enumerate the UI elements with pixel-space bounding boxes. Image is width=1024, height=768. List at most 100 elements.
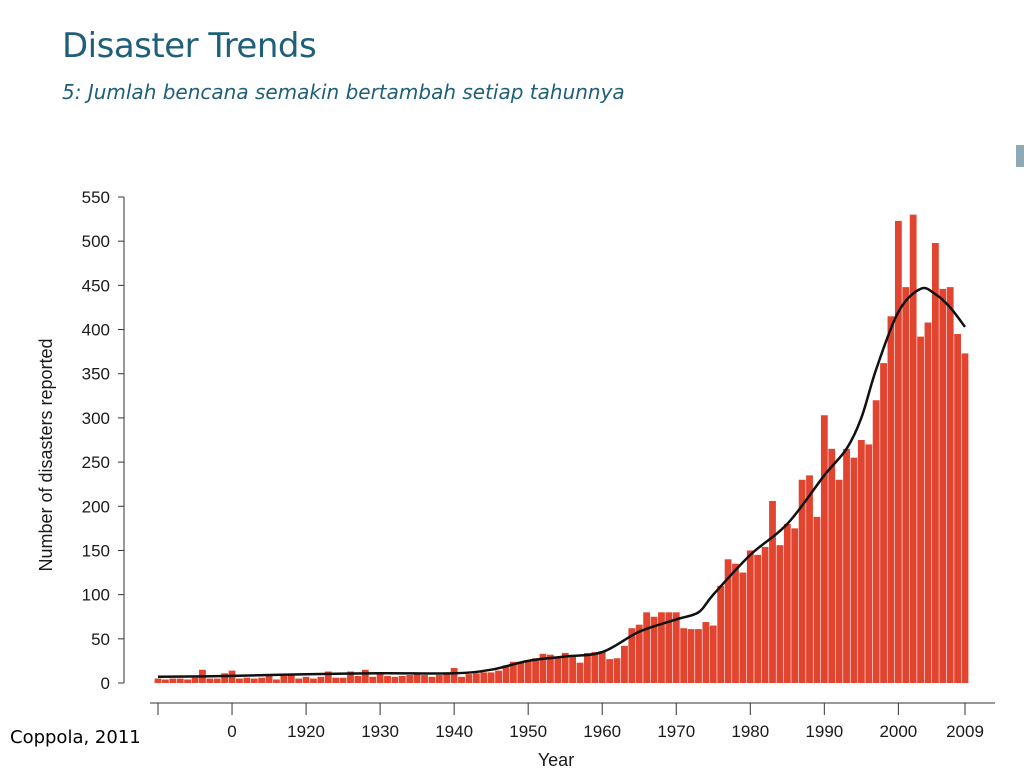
bar-1996 [865, 444, 873, 683]
x-tick-label: 2000 [879, 722, 917, 741]
bar-1958 [584, 652, 591, 683]
bar-1993 [843, 448, 850, 683]
bar-1953 [546, 654, 554, 683]
bar-1936 [421, 675, 428, 683]
bar-1937 [428, 676, 436, 683]
bar-1956 [569, 656, 577, 683]
bar-1973 [695, 629, 702, 683]
bar-2007 [946, 287, 954, 683]
bar-1979 [739, 572, 747, 683]
y-tick-label: 550 [82, 188, 110, 207]
bar-1987 [798, 479, 806, 683]
bar-1970 [672, 612, 680, 683]
y-axis-label: Number of disasters reported [36, 338, 56, 571]
x-tick-label: 1930 [361, 722, 399, 741]
bar-1904 [184, 679, 192, 683]
bar-1964 [628, 628, 636, 683]
bar-series [154, 214, 969, 684]
y-tick-label: 500 [82, 232, 110, 251]
bar-1938 [435, 675, 443, 683]
bar-2006 [939, 288, 947, 683]
bar-1985 [783, 523, 791, 683]
bar-1949 [517, 661, 525, 683]
y-tick-label: 250 [82, 453, 110, 472]
bar-1967 [650, 616, 658, 683]
bar-1946 [495, 670, 502, 683]
bar-1980 [746, 550, 754, 683]
y-tick-label: 400 [82, 321, 110, 340]
y-tick-label: 200 [82, 497, 110, 516]
bar-1928 [361, 669, 369, 683]
y-tick-label: 50 [91, 630, 110, 649]
bar-1942 [465, 674, 473, 683]
citation: Coppola, 2011 [10, 727, 141, 748]
y-tick-label: 350 [82, 365, 110, 384]
bar-1974 [702, 622, 710, 683]
bar-2001 [902, 287, 910, 683]
bar-1990 [820, 415, 828, 683]
bar-1905 [191, 677, 199, 683]
bar-1945 [487, 672, 495, 683]
bar-1918 [287, 675, 295, 683]
bar-1969 [665, 612, 673, 683]
bar-1902 [169, 678, 177, 683]
bar-1957 [576, 662, 584, 683]
bar-1913 [250, 678, 258, 683]
bar-1934 [406, 675, 414, 683]
x-tick-label: 1960 [583, 722, 621, 741]
bar-1981 [754, 554, 762, 683]
bar-1977 [724, 559, 732, 683]
bar-1966 [643, 612, 651, 683]
bar-1960 [598, 651, 606, 683]
bar-1952 [539, 653, 547, 683]
y-tick-label: 300 [82, 409, 110, 428]
bar-1940 [450, 667, 458, 683]
x-tick-label: 1940 [435, 722, 473, 741]
bar-1965 [635, 624, 643, 683]
x-tick-label: 1990 [805, 722, 843, 741]
bar-1917 [280, 675, 288, 683]
bar-1924 [332, 677, 340, 683]
bar-2003 [917, 336, 924, 683]
bar-1925 [339, 677, 347, 683]
slide-title: Disaster Trends [62, 26, 317, 66]
bar-1930 [376, 672, 384, 683]
bar-1962 [613, 658, 621, 683]
bar-1926 [347, 671, 354, 683]
bar-1991 [828, 448, 836, 683]
bar-1932 [391, 676, 399, 683]
bar-1978 [732, 563, 739, 683]
bar-1992 [835, 479, 843, 683]
x-tick-label: 1970 [657, 722, 695, 741]
y-tick-label: 100 [82, 586, 110, 605]
bar-1909 [221, 673, 229, 683]
bar-1929 [369, 676, 377, 683]
bar-1983 [769, 500, 776, 683]
bar-2004 [924, 322, 932, 683]
bar-2002 [909, 214, 917, 684]
bar-1915 [265, 675, 273, 683]
bar-1999 [887, 316, 895, 683]
bar-1955 [561, 652, 569, 683]
trend-line [157, 286, 966, 679]
bar-1994 [850, 457, 858, 683]
bar-1951 [532, 658, 539, 683]
bar-1933 [398, 675, 406, 683]
bar-1927 [354, 675, 362, 683]
bar-1931 [384, 675, 391, 683]
bar-2008 [954, 333, 961, 683]
x-tick-label: 0 [227, 722, 236, 741]
bar-1968 [658, 612, 665, 683]
bar-1900 [154, 678, 162, 683]
bar-1912 [243, 677, 251, 683]
y-tick-label: 450 [82, 276, 110, 295]
bar-1948 [509, 661, 517, 683]
bar-1986 [791, 528, 799, 683]
x-axis-label: Year [538, 750, 574, 768]
y-tick-label: 0 [101, 674, 110, 693]
x-tick-label: 1980 [731, 722, 769, 741]
bar-2005 [931, 242, 939, 683]
bar-1954 [554, 656, 562, 683]
x-tick-label: 1920 [287, 722, 325, 741]
